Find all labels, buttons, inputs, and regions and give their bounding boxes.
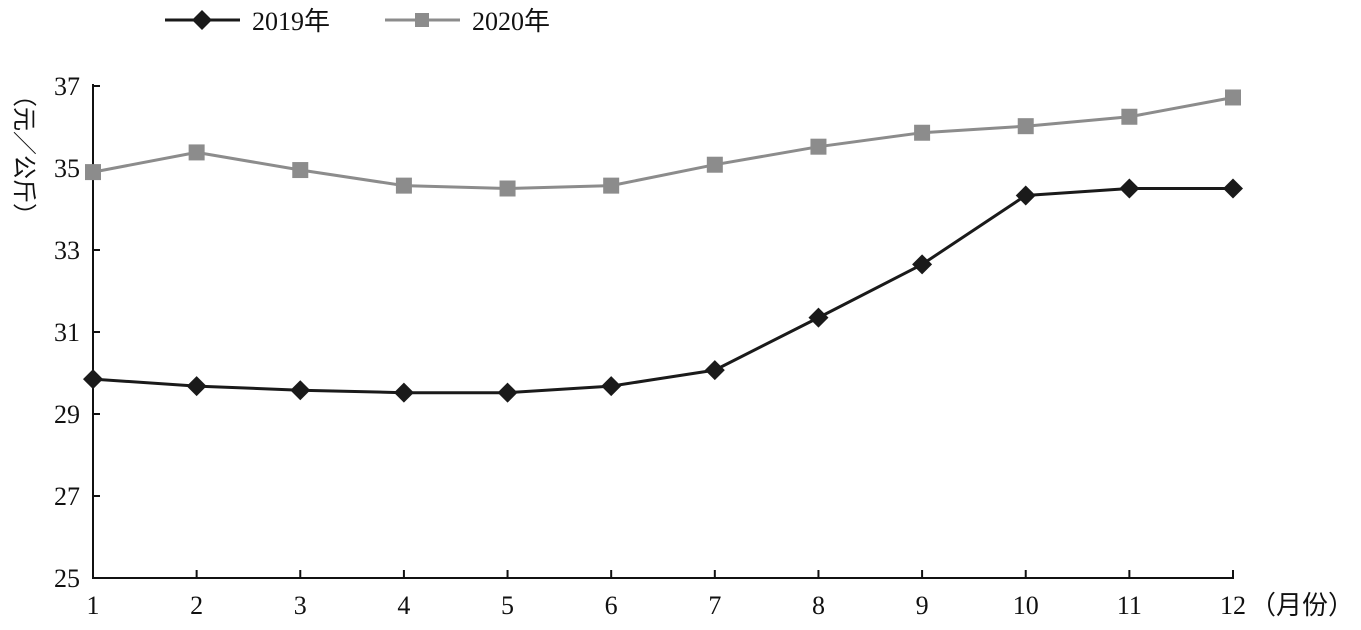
x-tick-label-4: 4 bbox=[397, 591, 410, 620]
legend-marker-2020 bbox=[415, 13, 429, 27]
data-point-2019-9 bbox=[912, 254, 933, 275]
x-tick-label-12: 12 bbox=[1220, 591, 1246, 620]
x-tick-label-11: 11 bbox=[1117, 591, 1142, 620]
legend-label-2020: 2020年 bbox=[472, 7, 550, 36]
legend-item-2019: 2019年 bbox=[165, 7, 330, 36]
x-tick-label-1: 1 bbox=[87, 591, 100, 620]
data-point-2020-9 bbox=[914, 124, 931, 141]
data-point-2019-1 bbox=[83, 369, 103, 390]
data-point-2020-5 bbox=[499, 180, 516, 197]
data-point-2020-8 bbox=[810, 138, 827, 155]
x-ticks: 1 2 3 4 5 6 7 8 9 10 11 12 bbox=[87, 570, 1246, 620]
data-point-2019-5 bbox=[497, 382, 518, 403]
x-tick-label-7: 7 bbox=[708, 591, 721, 620]
data-point-2019-12 bbox=[1223, 178, 1243, 199]
legend: 2019年 2020年 bbox=[165, 7, 550, 36]
data-point-2019-10 bbox=[1015, 185, 1036, 206]
data-point-2019-11 bbox=[1119, 178, 1140, 199]
y-tick-label-29: 29 bbox=[54, 400, 80, 429]
data-point-2020-1 bbox=[85, 164, 101, 181]
data-point-2019-8 bbox=[808, 307, 829, 328]
data-point-2020-7 bbox=[706, 156, 723, 173]
data-point-2020-10 bbox=[1017, 118, 1034, 135]
y-axis-label: （元／公斤） bbox=[10, 83, 38, 227]
x-tick-label-10: 10 bbox=[1013, 591, 1039, 620]
data-point-2019-2 bbox=[186, 376, 207, 397]
series-layer bbox=[83, 89, 1243, 403]
data-point-2020-2 bbox=[188, 144, 205, 161]
x-tick-label-2: 2 bbox=[190, 591, 203, 620]
x-axis-label: （月份） bbox=[1250, 591, 1354, 620]
y-tick-label-25: 25 bbox=[54, 564, 80, 593]
x-tick-label-9: 9 bbox=[916, 591, 929, 620]
x-tick-label-8: 8 bbox=[812, 591, 825, 620]
data-point-2019-7 bbox=[704, 360, 725, 381]
data-point-2020-3 bbox=[292, 162, 309, 179]
y-tick-label-31: 31 bbox=[54, 318, 80, 347]
y-tick-label-35: 35 bbox=[54, 154, 80, 183]
data-point-2019-4 bbox=[393, 382, 414, 403]
legend-item-2020: 2020年 bbox=[385, 7, 550, 36]
series-line-2020 bbox=[92, 96, 1234, 190]
x-tick-label-6: 6 bbox=[605, 591, 618, 620]
data-point-2020-11 bbox=[1121, 108, 1138, 125]
data-point-2019-6 bbox=[601, 376, 622, 397]
y-tick-label-33: 33 bbox=[54, 236, 80, 265]
data-point-2020-6 bbox=[603, 177, 620, 194]
x-tick-label-5: 5 bbox=[501, 591, 514, 620]
data-point-2020-4 bbox=[395, 177, 412, 194]
data-point-2020-12 bbox=[1225, 89, 1241, 106]
data-point-2019-3 bbox=[290, 380, 311, 401]
legend-label-2019: 2019年 bbox=[252, 7, 330, 36]
y-ticks: 25 27 29 31 33 35 37 bbox=[54, 72, 100, 593]
legend-marker-2019 bbox=[192, 10, 212, 30]
x-tick-label-3: 3 bbox=[294, 591, 307, 620]
y-tick-label-37: 37 bbox=[54, 72, 80, 101]
series-line-2019 bbox=[92, 187, 1233, 395]
y-tick-label-27: 27 bbox=[54, 482, 80, 511]
